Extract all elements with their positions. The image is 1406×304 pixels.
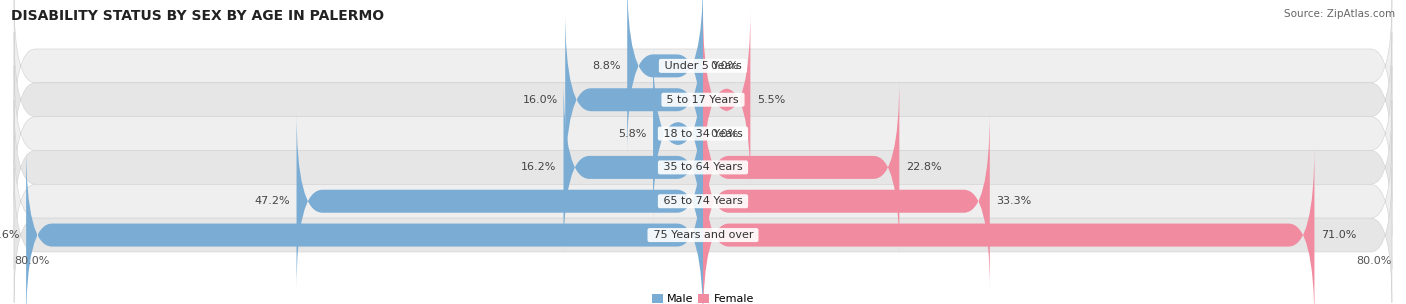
Text: Under 5 Years: Under 5 Years — [661, 61, 745, 71]
Text: 5 to 17 Years: 5 to 17 Years — [664, 95, 742, 105]
Text: 80.0%: 80.0% — [14, 256, 49, 266]
Text: 47.2%: 47.2% — [254, 196, 290, 206]
FancyBboxPatch shape — [14, 168, 1392, 303]
FancyBboxPatch shape — [297, 111, 703, 291]
Text: 35 to 64 Years: 35 to 64 Years — [659, 162, 747, 172]
Text: 16.2%: 16.2% — [522, 162, 557, 172]
FancyBboxPatch shape — [703, 145, 1315, 304]
Text: 71.0%: 71.0% — [1322, 230, 1357, 240]
FancyBboxPatch shape — [565, 10, 703, 190]
FancyBboxPatch shape — [652, 43, 703, 223]
Text: 18 to 34 Years: 18 to 34 Years — [659, 129, 747, 139]
Text: 16.0%: 16.0% — [523, 95, 558, 105]
FancyBboxPatch shape — [14, 32, 1392, 168]
FancyBboxPatch shape — [14, 133, 1392, 269]
FancyBboxPatch shape — [14, 0, 1392, 133]
Text: 8.8%: 8.8% — [592, 61, 620, 71]
FancyBboxPatch shape — [627, 0, 703, 156]
Text: 80.0%: 80.0% — [1357, 256, 1392, 266]
FancyBboxPatch shape — [27, 145, 703, 304]
Text: 22.8%: 22.8% — [907, 162, 942, 172]
Text: 0.0%: 0.0% — [710, 129, 738, 139]
FancyBboxPatch shape — [14, 66, 1392, 201]
FancyBboxPatch shape — [703, 10, 751, 190]
Text: 75 Years and over: 75 Years and over — [650, 230, 756, 240]
Text: 33.3%: 33.3% — [997, 196, 1032, 206]
Text: 0.0%: 0.0% — [710, 61, 738, 71]
Text: 78.6%: 78.6% — [0, 230, 20, 240]
Text: 5.5%: 5.5% — [758, 95, 786, 105]
FancyBboxPatch shape — [564, 78, 703, 257]
Text: DISABILITY STATUS BY SEX BY AGE IN PALERMO: DISABILITY STATUS BY SEX BY AGE IN PALER… — [11, 9, 384, 23]
Text: 65 to 74 Years: 65 to 74 Years — [659, 196, 747, 206]
FancyBboxPatch shape — [14, 100, 1392, 235]
Legend: Male, Female: Male, Female — [647, 289, 759, 304]
Text: 5.8%: 5.8% — [617, 129, 647, 139]
FancyBboxPatch shape — [703, 78, 900, 257]
FancyBboxPatch shape — [703, 111, 990, 291]
Text: Source: ZipAtlas.com: Source: ZipAtlas.com — [1284, 9, 1395, 19]
